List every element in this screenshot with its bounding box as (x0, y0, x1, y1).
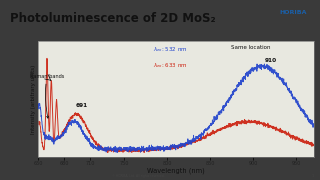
Text: 910: 910 (265, 58, 277, 63)
Text: Raman bands: Raman bands (30, 74, 64, 118)
X-axis label: Wavelength (nm): Wavelength (nm) (147, 168, 205, 174)
Text: $\lambda_{ex}$: 633 nm: $\lambda_{ex}$: 633 nm (153, 61, 187, 70)
Text: $\lambda_{ex}$: 532 nm: $\lambda_{ex}$: 532 nm (153, 45, 187, 54)
Y-axis label: Intensity (arbitrary units): Intensity (arbitrary units) (31, 64, 36, 134)
Text: 691: 691 (76, 103, 88, 108)
Text: 1: 1 (311, 174, 314, 178)
Text: Photoluminescence of 2D MoS₂: Photoluminescence of 2D MoS₂ (10, 12, 215, 25)
Text: HORIBA: HORIBA (280, 10, 307, 15)
Text: © HORIBA, Ltd. All rights reserved.: © HORIBA, Ltd. All rights reserved. (112, 174, 164, 178)
Text: Same location: Same location (231, 45, 270, 50)
